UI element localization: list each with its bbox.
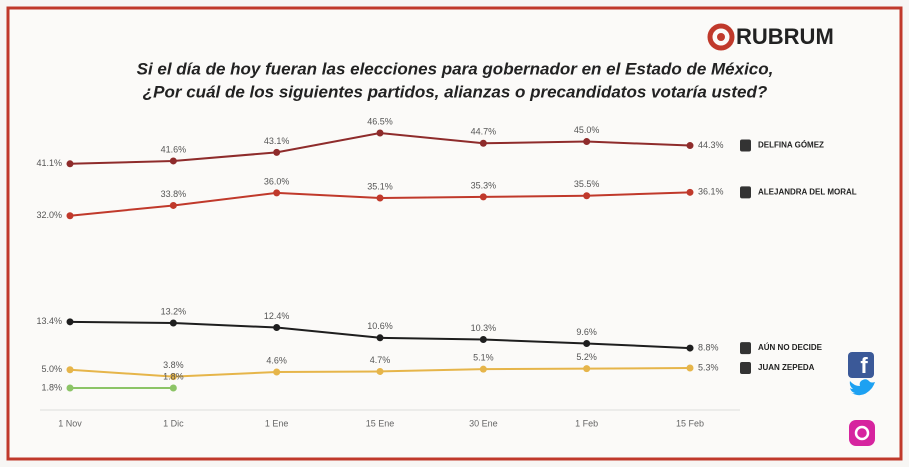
facebook-icon [848, 352, 874, 378]
data-point [583, 340, 591, 348]
instagram-glyph [854, 425, 870, 441]
data-point [686, 142, 694, 150]
x-tick-label: 15 Ene [366, 418, 395, 428]
data-point [479, 365, 487, 373]
data-point [376, 129, 384, 137]
x-tick-label: 1 Nov [58, 418, 82, 428]
data-label: 13.2% [161, 306, 187, 316]
data-point [66, 384, 74, 392]
data-point [686, 364, 694, 372]
data-point [583, 192, 591, 200]
instagram-icon [849, 420, 875, 446]
data-label: 1.8% [41, 382, 62, 392]
data-label: 33.8% [161, 189, 187, 199]
x-tick-label: 1 Ene [265, 418, 289, 428]
data-label: 10.3% [471, 323, 497, 333]
data-point [376, 194, 384, 202]
data-label: 46.5% [367, 116, 393, 126]
legend-icon [740, 342, 751, 355]
data-label: 44.3% [698, 140, 724, 150]
data-label: 35.3% [471, 180, 497, 190]
x-tick-label: 15 Feb [676, 418, 704, 428]
data-point [583, 365, 591, 373]
data-label: 32.0% [36, 210, 62, 220]
data-point [66, 318, 74, 326]
data-point [479, 193, 487, 201]
twitter-icon [849, 379, 875, 396]
data-label: 41.1% [36, 158, 62, 168]
data-label: 43.1% [264, 136, 290, 146]
data-label: 36.1% [698, 187, 724, 197]
x-tick-label: 1 Feb [575, 418, 598, 428]
x-tick-label: 1 Dic [163, 418, 184, 428]
legend-icon [740, 362, 751, 375]
legend-label: JUAN ZEPEDA [758, 363, 815, 372]
data-point [273, 324, 281, 332]
data-point [583, 138, 591, 146]
data-point [686, 188, 694, 196]
data-label: 8.8% [698, 342, 719, 352]
chart-title: Si el día de hoy fueran las elecciones p… [137, 59, 774, 78]
data-point [376, 367, 384, 375]
brand-logo [707, 23, 735, 51]
data-label: 44.7% [471, 127, 497, 137]
data-label: 4.6% [266, 355, 287, 365]
data-point [169, 373, 177, 381]
data-point [273, 148, 281, 156]
data-label: 10.6% [367, 321, 393, 331]
data-point [66, 160, 74, 168]
data-point [66, 366, 74, 374]
data-point [479, 336, 487, 344]
brand-logo-dot [717, 33, 725, 41]
facebook-glyph: f [860, 353, 868, 378]
x-tick-label: 30 Ene [469, 418, 498, 428]
data-label: 41.6% [161, 144, 187, 154]
data-label: 3.8% [163, 360, 184, 370]
data-label: 35.1% [367, 181, 393, 191]
data-label: 45.0% [574, 125, 600, 135]
data-point [479, 139, 487, 147]
data-label: 1.8% [163, 371, 184, 381]
data-point [66, 212, 74, 220]
data-point [169, 319, 177, 327]
data-label: 5.2% [576, 352, 597, 362]
data-label: 5.0% [41, 364, 62, 374]
legend-label: ALEJANDRA DEL MORAL [758, 187, 857, 196]
data-label: 35.5% [574, 179, 600, 189]
data-label: 5.3% [698, 362, 719, 372]
legend-label: AÚN NO DECIDE [758, 343, 823, 352]
legend-icon [740, 186, 751, 199]
frame [6, 6, 903, 461]
data-label: 4.7% [370, 355, 391, 365]
data-label: 12.4% [264, 311, 290, 321]
data-label: 9.6% [576, 327, 597, 337]
legend-icon [740, 139, 751, 152]
data-point [169, 201, 177, 209]
chart-subtitle: ¿Por cuál de los siguientes partidos, al… [143, 82, 768, 101]
legend-label: DELFINA GÓMEZ [758, 141, 824, 150]
data-label: 5.1% [473, 353, 494, 363]
data-point [376, 334, 384, 342]
data-point [169, 157, 177, 165]
data-point [273, 368, 281, 376]
data-point [686, 344, 694, 352]
data-label: 36.0% [264, 176, 290, 186]
data-point [169, 384, 177, 392]
brand: RUBRUM [736, 24, 834, 49]
data-point [273, 189, 281, 197]
data-label: 13.4% [36, 316, 62, 326]
